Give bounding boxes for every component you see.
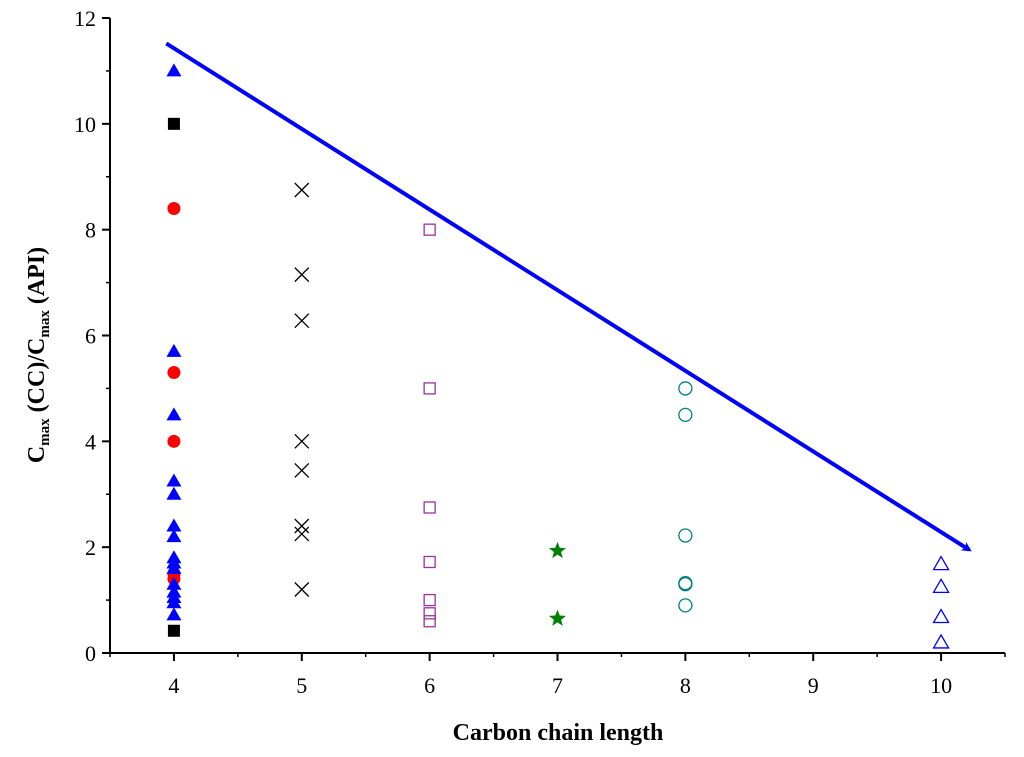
data-point-square-open <box>423 223 436 236</box>
data-point-circle-open <box>678 576 693 591</box>
data-point-circle-filled <box>167 202 181 215</box>
data-point-triangle-filled <box>166 595 182 609</box>
data-point-x <box>294 182 310 198</box>
data-point-circle-open <box>678 598 693 613</box>
data-point-triangle-filled <box>166 576 182 590</box>
y-tick-label: 12 <box>74 6 96 31</box>
x-tick-label: 9 <box>808 673 819 698</box>
data-point-triangle-filled <box>166 518 182 532</box>
data-point-star <box>548 609 567 626</box>
y-tick-label: 10 <box>74 112 96 137</box>
y-axis-title: Cmax (CC)/Cmax (API) <box>24 247 53 463</box>
data-point-triangle-open <box>932 608 950 624</box>
data-point-circle-open <box>678 381 693 396</box>
data-point-x <box>294 582 310 597</box>
x-axis-title: Carbon chain length <box>453 720 664 746</box>
data-point-square-open <box>423 501 436 514</box>
data-point-circle-open <box>678 407 693 423</box>
y-tick-label: 8 <box>85 218 96 243</box>
y-tick-label: 0 <box>85 641 96 666</box>
y-tick-label: 4 <box>85 429 96 454</box>
data-point-triangle-open <box>932 633 950 649</box>
data-point-circle-open <box>678 577 693 592</box>
data-point-triangle-filled <box>166 343 182 357</box>
data-point-circle-filled <box>167 366 181 380</box>
data-point-triangle-filled <box>166 407 182 421</box>
data-point-triangle-filled <box>166 529 182 543</box>
plot-area <box>165 41 972 649</box>
data-point-square-filled <box>167 624 180 637</box>
data-point-star <box>548 541 567 559</box>
x-tick-label: 8 <box>680 673 691 698</box>
x-tick-label: 10 <box>930 673 952 698</box>
data-point-triangle-filled <box>166 486 182 500</box>
data-point-square-open <box>423 607 436 620</box>
data-point-square-open <box>423 593 436 607</box>
x-tick-label: 5 <box>296 673 307 698</box>
data-point-triangle-open <box>932 555 950 571</box>
x-tick-label: 4 <box>168 673 179 698</box>
y-tick-label: 6 <box>85 324 96 349</box>
data-point-triangle-filled <box>166 63 182 77</box>
x-tick-label: 7 <box>552 673 563 698</box>
data-point-triangle-filled <box>166 560 182 574</box>
data-point-square-open <box>423 555 436 569</box>
data-point-square-open <box>423 382 436 395</box>
data-point-triangle-filled <box>166 473 182 487</box>
data-point-x <box>294 518 310 534</box>
data-point-triangle-open <box>932 578 950 594</box>
data-point-x <box>294 526 310 542</box>
trend-arrow <box>165 41 972 552</box>
data-point-square-filled <box>167 117 180 130</box>
x-tick-label: 6 <box>424 673 435 698</box>
data-point-x <box>294 267 310 283</box>
data-point-circle-open <box>678 528 693 543</box>
data-point-x <box>294 313 310 329</box>
axes: 0 2 4 6 8 10 12 4 5 6 7 8 9 10 <box>74 6 1006 698</box>
y-tick-label: 2 <box>85 535 96 560</box>
data-point-triangle-filled <box>166 607 182 621</box>
data-point-circle-filled <box>167 434 181 448</box>
data-point-square-open <box>423 615 436 628</box>
data-point-x <box>294 462 310 478</box>
data-point-x <box>294 433 310 449</box>
